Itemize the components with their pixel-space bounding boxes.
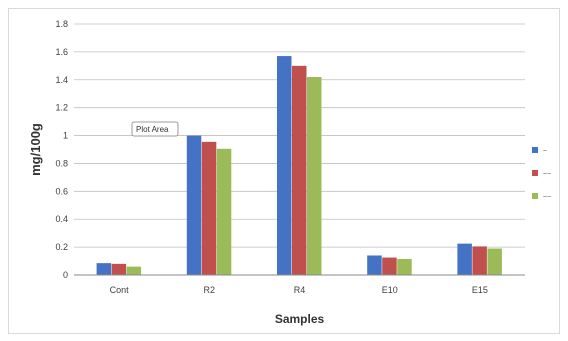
bar-r2-series-3: [216, 148, 232, 275]
bar-e10-series-1: [367, 255, 382, 275]
bar-r2-series-2: [201, 141, 217, 275]
bar-cont-series-1: [96, 263, 112, 275]
plot-area-tooltip: Plot Area: [131, 121, 179, 137]
x-tick-label: R4: [294, 285, 306, 295]
legend-swatch: [532, 147, 538, 153]
bar-r4-series-1: [277, 56, 292, 276]
y-tick-label: 1.8: [55, 19, 68, 29]
bar-e10-series-2: [382, 257, 397, 275]
y-tick-label: 0: [63, 270, 68, 280]
legend-swatch: [532, 170, 538, 176]
bar-e15-series-1: [457, 243, 472, 275]
y-axis-title: mg/100g: [28, 123, 43, 176]
legend-label: ~~: [543, 194, 551, 201]
y-tick-label: 1: [63, 131, 68, 141]
x-tick-label: E15: [472, 285, 488, 295]
y-axis-ticks: 0 0.2 0.4 0.6 0.8 1 1.2 1.4 1.6 1.8: [55, 19, 68, 280]
bar-cont-series-2: [111, 263, 127, 275]
tooltip-box: [131, 121, 179, 137]
y-tick-label: 0.6: [55, 186, 68, 196]
x-axis-title: Samples: [275, 312, 325, 326]
y-tick-label: 1.4: [55, 75, 68, 85]
bar-r4-series-3: [307, 76, 322, 275]
bar-e15-series-3: [487, 248, 502, 275]
bar-e15-series-2: [472, 246, 487, 275]
tooltip-text: Plot Area: [136, 125, 169, 134]
x-axis-ticks: Cont R2 R4 E10 E15: [110, 285, 488, 295]
legend-label: ~~: [543, 171, 551, 178]
y-tick-label: 0.4: [55, 214, 68, 224]
bar-e10-series-3: [397, 258, 412, 275]
x-tick-label: R2: [204, 285, 216, 295]
x-tick-label: Cont: [110, 285, 130, 295]
bar-r2-series-1: [186, 135, 202, 275]
legend-label: ~: [543, 148, 547, 155]
bars: [96, 56, 502, 276]
y-tick-label: 0.8: [55, 158, 68, 168]
y-tick-label: 1.6: [55, 47, 68, 57]
legend: ~~~~~: [532, 147, 551, 201]
y-tick-label: 1.2: [55, 103, 68, 113]
bar-r4-series-2: [292, 65, 307, 275]
y-tick-label: 0.2: [55, 242, 68, 252]
bar-cont-series-3: [126, 266, 142, 275]
x-tick-label: E10: [382, 285, 398, 295]
legend-swatch: [532, 193, 538, 199]
